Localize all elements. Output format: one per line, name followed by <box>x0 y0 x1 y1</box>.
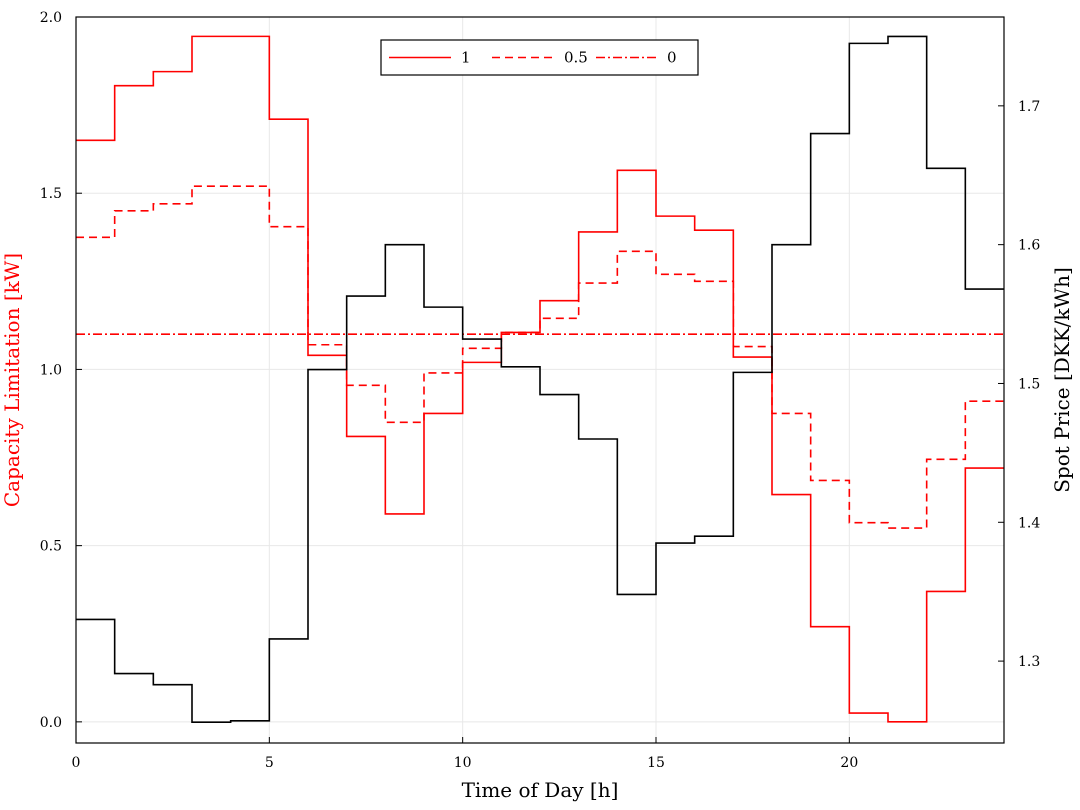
right-y-tick-label: 1.6 <box>1018 238 1040 254</box>
legend-label-1: 1 <box>461 49 471 67</box>
x-tick-label: 10 <box>454 755 472 771</box>
x-tick-label: 15 <box>647 755 665 771</box>
legend-label-0.5: 0.5 <box>564 49 588 67</box>
x-axis-title: Time of Day [h] <box>462 778 619 802</box>
series-line-0.5 <box>76 185 1004 529</box>
right-y-tick-label: 1.4 <box>1018 515 1040 531</box>
x-tick-label: 5 <box>265 755 274 771</box>
legend: 1 0.5 0 <box>380 39 699 76</box>
right-y-tick-label: 1.5 <box>1018 376 1040 392</box>
series-line-spot-price <box>76 35 1004 723</box>
left-axis-title: Capacity Limitation [kW] <box>0 253 24 507</box>
x-tick-label: 0 <box>72 755 81 771</box>
x-tick-label: 20 <box>840 755 858 771</box>
right-y-tick-label: 1.3 <box>1018 654 1040 670</box>
left-y-tick-label: 0.0 <box>40 715 62 731</box>
series-line-1 <box>76 35 1004 723</box>
left-y-tick-label: 1.0 <box>40 362 62 378</box>
left-y-tick-label: 1.5 <box>40 186 62 202</box>
right-y-tick-label: 1.7 <box>1018 99 1040 115</box>
ticks: 0 5 10 15 200.00.51.01.52.01.31.41.51.61.7 <box>40 10 1041 771</box>
series-layer <box>76 35 1004 723</box>
right-axis-title: Spot Price [DKK/kWh] <box>1050 267 1074 493</box>
left-y-tick-label: 2.0 <box>40 10 62 26</box>
legend-label-0: 0 <box>667 49 677 67</box>
plot-frame <box>75 16 1005 744</box>
left-y-tick-label: 0.5 <box>40 539 62 555</box>
